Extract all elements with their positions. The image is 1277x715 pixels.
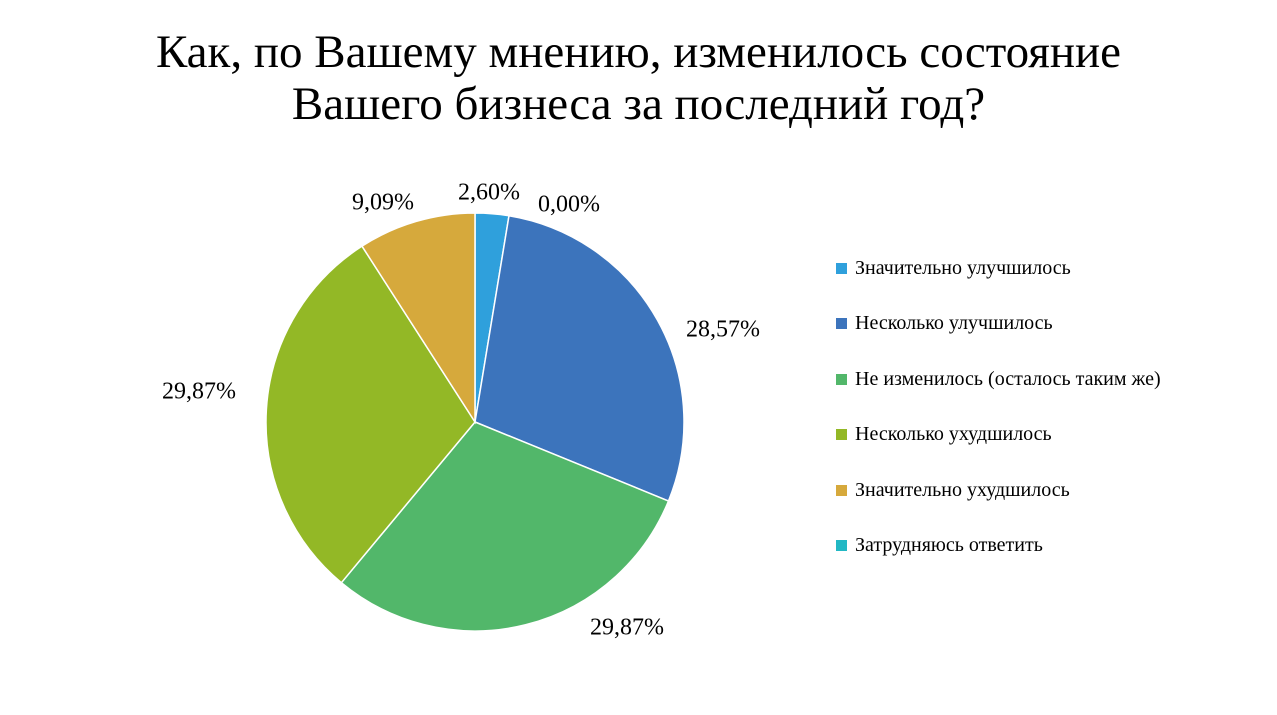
legend-swatch	[836, 318, 847, 330]
pie-slice	[265, 245, 476, 584]
legend-label: Не изменилось (осталось таким же)	[855, 367, 1161, 390]
legend-swatch	[836, 484, 847, 496]
legend-item: Несколько ухудшилось	[836, 422, 1161, 477]
legend-item: Несколько улучшилось	[836, 311, 1161, 366]
legend-label: Несколько ухудшилось	[855, 423, 1052, 446]
legend-label: Значительно ухудшилось	[855, 478, 1070, 501]
data-label: 2,60%	[458, 180, 520, 206]
legend-item: Не изменилось (осталось таким же)	[836, 367, 1161, 422]
legend-swatch	[836, 373, 847, 385]
data-label: 28,57%	[686, 317, 760, 343]
legend-item: Затрудняюсь ответить	[836, 533, 1161, 588]
pie-slice	[340, 421, 670, 632]
legend-label: Несколько улучшилось	[855, 312, 1053, 335]
pie-slice	[360, 212, 476, 425]
chart-legend: Значительно улучшилось Несколько улучшил…	[836, 256, 1161, 588]
legend-swatch	[836, 539, 847, 551]
legend-item: Значительно ухудшилось	[836, 478, 1161, 533]
data-label: 0,00%	[538, 192, 600, 218]
legend-label: Затрудняюсь ответить	[855, 533, 1043, 556]
data-label: 29,87%	[162, 379, 236, 405]
legend-item: Значительно улучшилось	[836, 256, 1161, 311]
pie-slice	[474, 214, 685, 502]
data-label: 9,09%	[352, 190, 414, 216]
legend-label: Значительно улучшилось	[855, 257, 1071, 279]
chart-title-line-2: Вашего бизнеса за последний год?	[291, 78, 986, 130]
legend-swatch	[836, 429, 847, 441]
data-label: 29,87%	[590, 615, 664, 641]
chart-title-line-1: Как, по Вашему мнению, изменилось состоя…	[155, 26, 1122, 78]
chart-title: Как, по Вашему мнению, изменилось состоя…	[0, 26, 1277, 130]
legend-swatch	[836, 263, 847, 274]
